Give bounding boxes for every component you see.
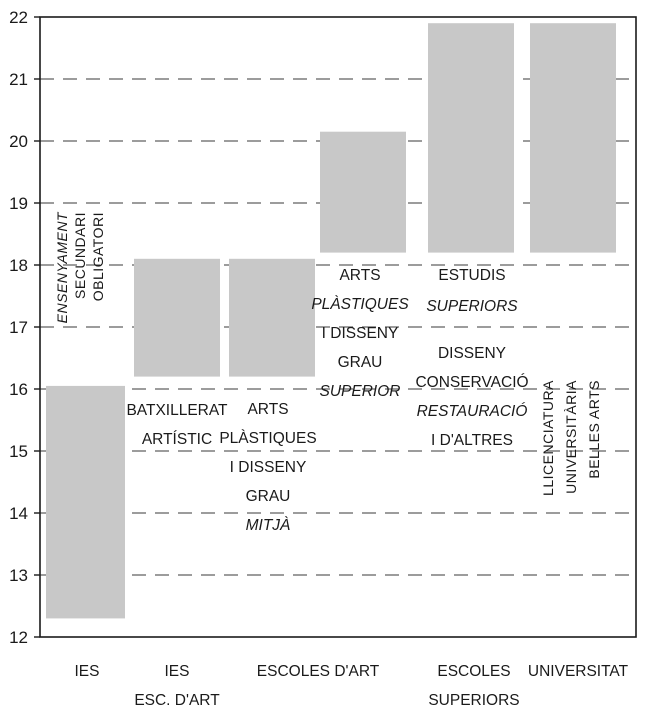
y-tick-label-20: 20 (9, 132, 28, 151)
bar-eso (46, 385, 125, 619)
y-axis-ticks: 12 13 14 15 16 17 18 19 20 21 22 (9, 8, 40, 647)
label-estudis-b-line-4: I D'ALTRES (431, 432, 513, 449)
bar-labels: ENSENYAMENT SECUNDARI OBLIGATORI BATXILLERA… (54, 211, 602, 534)
y-tick-label-18: 18 (9, 256, 28, 275)
label-batx-line-1: BATXILLERAT (126, 402, 228, 419)
label-eso-line-1: ENSENYAMENT (54, 211, 70, 323)
y-tick-label-21: 21 (9, 70, 28, 89)
y-tick-label-22: 22 (9, 8, 28, 27)
range-bars (46, 23, 616, 619)
label-apd-superior-line-4: GRAU (338, 354, 383, 371)
label-apd-mitja-line-1: ARTS (247, 401, 288, 418)
label-apd-mitja-line-4: GRAU (246, 488, 291, 505)
label-apd-superior-line-2: PLÀSTIQUES (311, 296, 409, 313)
y-tick-label-13: 13 (9, 566, 28, 585)
label-universitat-line-1: LLICENCIATURA (540, 380, 556, 496)
label-apd-mitja-line-3: I DISSENY (230, 459, 307, 476)
label-estudis-b-line-1: DISSENY (438, 345, 506, 362)
category-2-line-2: ESC. D'ART (134, 692, 220, 709)
label-estudis-b-line-3: RESTAURACIÓ (417, 403, 528, 420)
label-universitat-line-3: BELLES ARTS (586, 380, 602, 479)
category-2-line-1: IES (165, 663, 190, 680)
label-apd-superior-line-1: ARTS (339, 267, 380, 284)
bar-estudis-superiors (428, 23, 514, 253)
category-3-line-1: ESCOLES D'ART (257, 663, 380, 680)
label-apd-mitja-line-2: PLÀSTIQUES (219, 430, 316, 447)
category-4-line-1: ESCOLES (437, 663, 510, 680)
label-estudis-a-line-2: SUPERIORS (426, 298, 518, 315)
label-eso-line-3: OBLIGATORI (90, 212, 106, 301)
y-tick-label-14: 14 (9, 504, 28, 523)
y-tick-label-19: 19 (9, 194, 28, 213)
y-tick-label-15: 15 (9, 442, 28, 461)
label-universitat-line-2: UNIVERSITÀRIA (563, 380, 579, 494)
label-estudis-a-line-1: ESTUDIS (438, 267, 505, 284)
label-apd-superior-line-5: SUPERIOR (320, 383, 401, 400)
label-apd-superior-line-3: I DISSENY (322, 325, 399, 342)
y-tick-label-17: 17 (9, 318, 28, 337)
label-batx-line-2: ARTÍSTIC (142, 431, 212, 448)
category-5-line-1: UNIVERSITAT (528, 663, 629, 680)
x-axis-categories: IES IES ESC. D'ART ESCOLES D'ART ESCOLES SUPE… (75, 663, 629, 709)
label-eso-line-2: SECUNDARI (72, 212, 88, 299)
y-tick-label-16: 16 (9, 380, 28, 399)
bar-universitat (530, 23, 616, 253)
category-1-line-1: IES (75, 663, 100, 680)
bar-apd-superior (320, 131, 406, 253)
y-tick-label-12: 12 (9, 628, 28, 647)
category-4-line-2: SUPERIORS (428, 692, 519, 709)
bar-apd-mitja (229, 258, 315, 377)
label-apd-mitja-line-5: MITJÀ (246, 517, 291, 534)
bar-batx (134, 258, 220, 377)
label-estudis-b-line-2: CONSERVACIÓ (415, 374, 528, 391)
